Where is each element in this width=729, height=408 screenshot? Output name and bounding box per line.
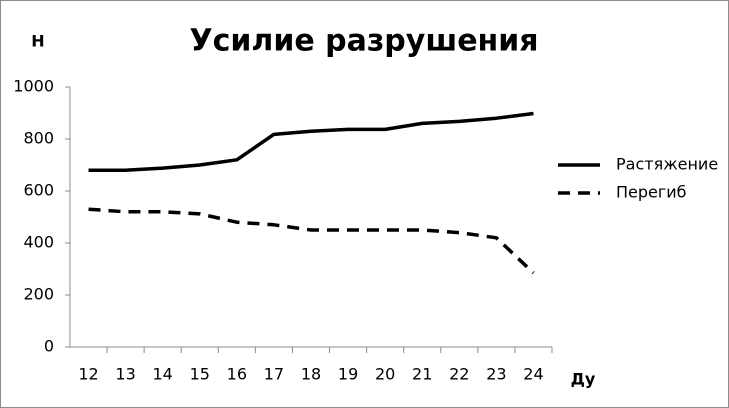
- series-line: [88, 111, 534, 172]
- chart-title: Усилие разрушения: [189, 24, 538, 59]
- y-axis-label: Н: [31, 32, 44, 51]
- x-tick-label: 13: [115, 365, 135, 384]
- x-tick-label: 18: [301, 365, 321, 384]
- x-tick-label: 14: [153, 365, 173, 384]
- legend-label: Растяжение: [616, 155, 718, 174]
- x-tick-label: 21: [412, 365, 432, 384]
- x-tick-label: 17: [264, 365, 284, 384]
- y-tick-label: 600: [23, 181, 54, 200]
- x-tick-label: 16: [227, 365, 247, 384]
- x-tick-label: 12: [78, 365, 98, 384]
- x-tick-label: 15: [190, 365, 210, 384]
- y-tick-label: 400: [23, 233, 54, 252]
- y-tick-label: 800: [23, 129, 54, 148]
- x-tick-label: 23: [486, 365, 506, 384]
- y-tick-label: 0: [44, 337, 54, 356]
- legend-label: Перегиб: [616, 183, 687, 202]
- x-tick-label: 24: [523, 365, 543, 384]
- x-tick-label: 19: [338, 365, 358, 384]
- y-tick-label: 1000: [13, 77, 54, 96]
- x-axis-label: Ду: [571, 370, 596, 389]
- x-tick-label: 22: [449, 365, 469, 384]
- y-tick-label: 200: [23, 285, 54, 304]
- x-tick-label: 20: [375, 365, 395, 384]
- series-line: [88, 207, 535, 275]
